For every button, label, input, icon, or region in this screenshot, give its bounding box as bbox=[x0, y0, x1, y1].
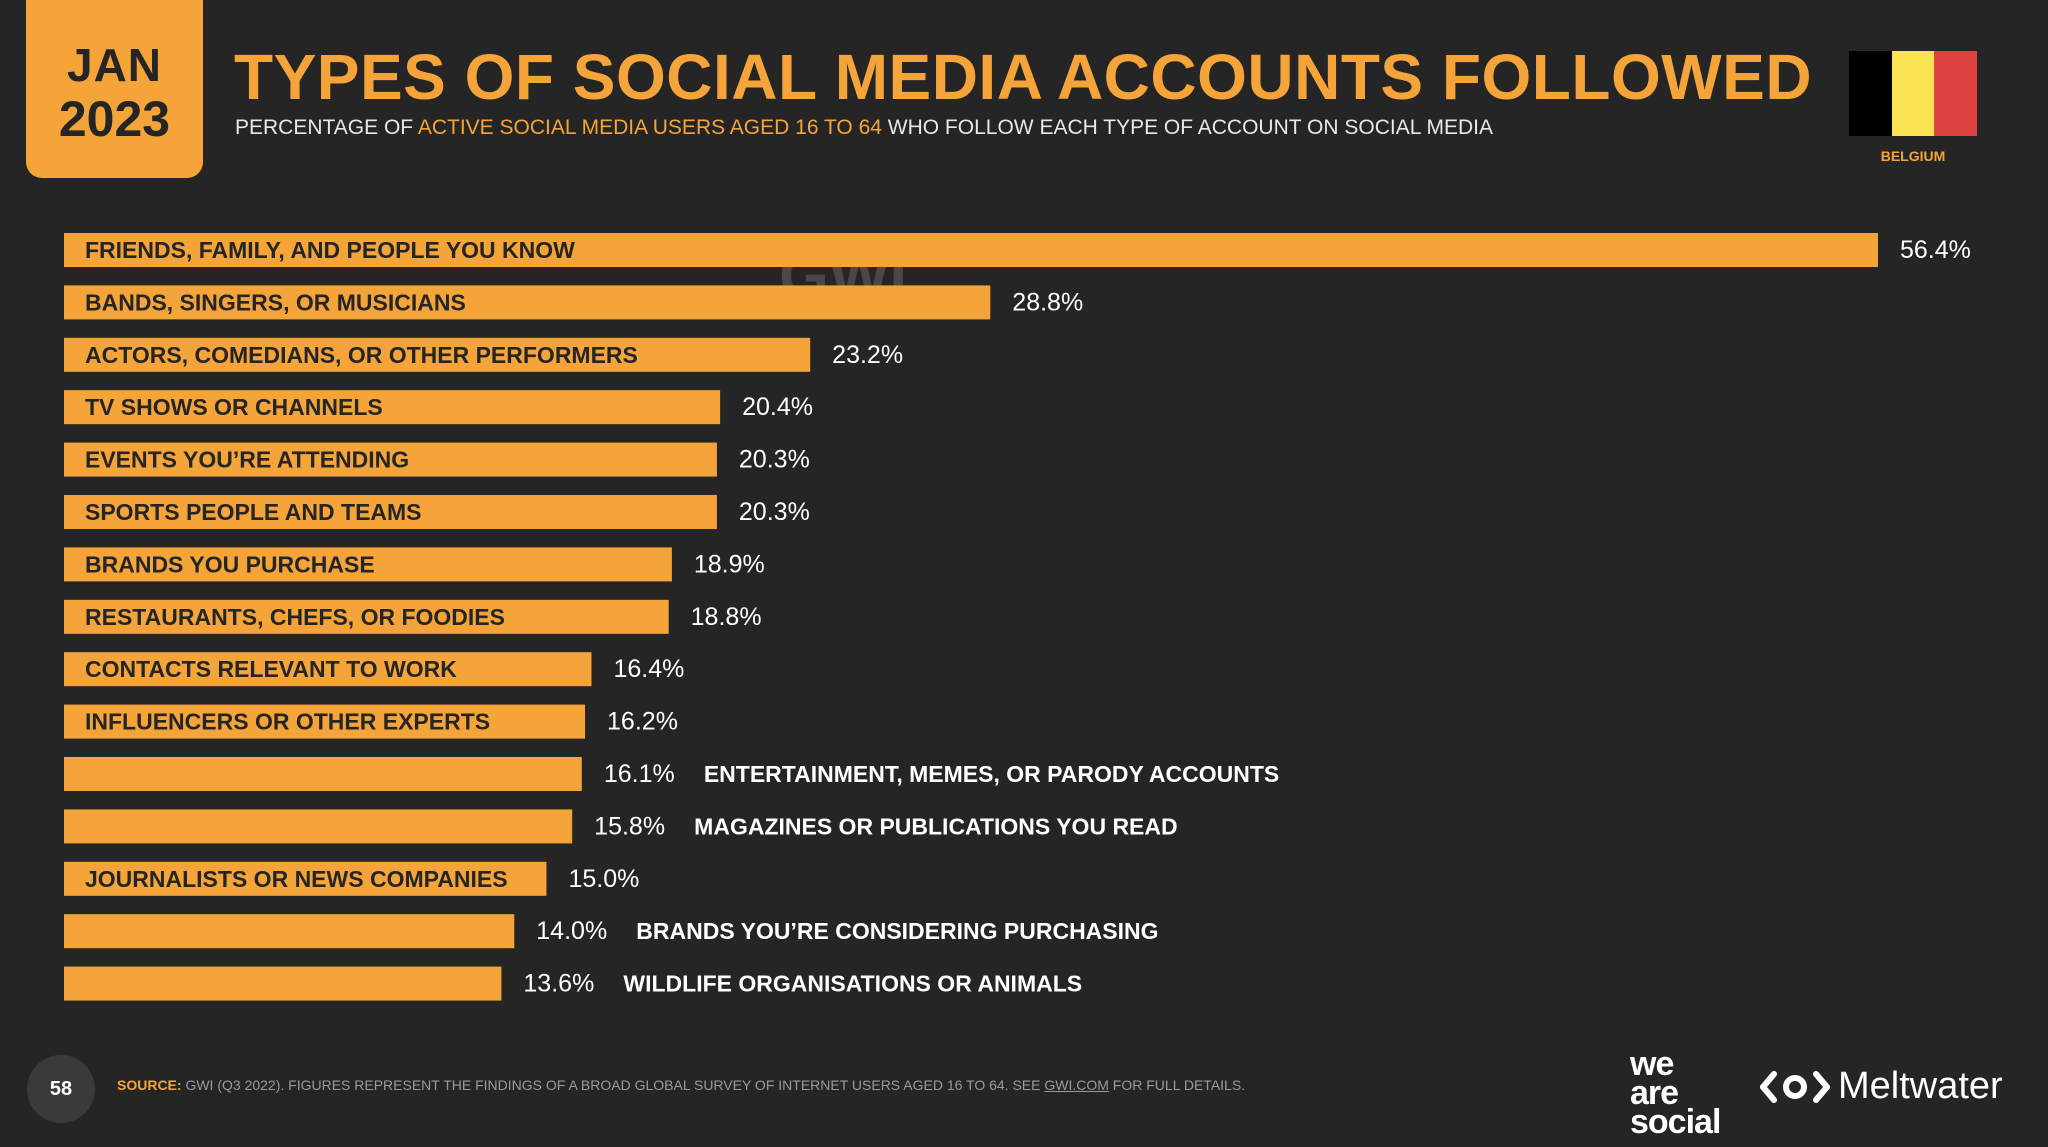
subtitle-highlight: ACTIVE SOCIAL MEDIA USERS AGED 16 TO 64 bbox=[417, 116, 882, 139]
value-label: 16.2% bbox=[607, 708, 678, 736]
category-label: SPORTS PEOPLE AND TEAMS bbox=[85, 499, 422, 525]
value-label: 28.8% bbox=[1012, 288, 1083, 316]
country-label: BELGIUM bbox=[1880, 148, 1946, 164]
value-label: 14.0% bbox=[536, 917, 607, 945]
value-label: 16.1% bbox=[604, 760, 675, 788]
meltwater-wordmark: Meltwater bbox=[1838, 1065, 2003, 1107]
bar bbox=[64, 442, 717, 477]
value-label: 18.9% bbox=[694, 550, 765, 578]
source-link[interactable]: GWI.COM bbox=[1044, 1077, 1109, 1093]
flag-stripe-black bbox=[1849, 51, 1892, 136]
page-number: 58 bbox=[27, 1055, 95, 1123]
bar bbox=[64, 757, 582, 791]
value-label: 13.6% bbox=[523, 970, 594, 998]
category-label: FRIENDS, FAMILY, AND PEOPLE YOU KNOW bbox=[85, 237, 575, 263]
value-label: 20.4% bbox=[742, 393, 813, 421]
bar bbox=[64, 285, 991, 320]
value-label: 20.3% bbox=[739, 446, 810, 474]
bar bbox=[64, 495, 717, 529]
category-label: BRANDS YOU’RE CONSIDERING PURCHASING bbox=[636, 918, 1158, 944]
value-label: 16.4% bbox=[613, 655, 684, 683]
flag-stripe-red bbox=[1934, 51, 1978, 136]
category-label: ENTERTAINMENT, MEMES, OR PARODY ACCOUNTS bbox=[704, 761, 1279, 787]
bar bbox=[64, 390, 721, 425]
subtitle-prefix: PERCENTAGE OF bbox=[235, 116, 418, 139]
we-are-social-logo: we are social bbox=[1630, 1045, 1740, 1141]
category-label: JOURNALISTS OR NEWS COMPANIES bbox=[85, 866, 508, 892]
page-subtitle: PERCENTAGE OF ACTIVE SOCIAL MEDIA USERS … bbox=[235, 116, 1493, 140]
bar-group: 56.4% FRIENDS, FAMILY, AND PEOPLE YOU KNO… bbox=[64, 233, 1971, 1001]
meltwater-logo-icon bbox=[1760, 1070, 1830, 1103]
value-label: 23.2% bbox=[832, 341, 903, 369]
belgium-flag-icon bbox=[1849, 51, 1978, 136]
category-label: BRANDS YOU PURCHASE bbox=[85, 551, 375, 577]
source-text: GWI (Q3 2022). FIGURES REPRESENT THE FIN… bbox=[181, 1077, 1045, 1093]
bar bbox=[64, 966, 502, 1001]
we-are-social-line-3: social bbox=[1630, 1102, 1721, 1141]
category-label: INFLUENCERS OR OTHER EXPERTS bbox=[85, 709, 490, 735]
category-label: TV SHOWS OR CHANNELS bbox=[85, 394, 383, 420]
date-year: 2023 bbox=[58, 91, 171, 147]
category-label: RESTAURANTS, CHEFS, OR FOODIES bbox=[85, 604, 505, 630]
bar bbox=[64, 861, 547, 896]
we-are-social-line-1: we bbox=[1630, 1045, 1674, 1083]
category-label: BANDS, SINGERS, OR MUSICIANS bbox=[85, 289, 466, 315]
value-label: 15.8% bbox=[594, 812, 665, 840]
bar bbox=[64, 337, 811, 372]
date-month: JAN bbox=[66, 39, 163, 91]
category-label: WILDLIFE ORGANISATIONS OR ANIMALS bbox=[623, 971, 1082, 997]
value-label: 56.4% bbox=[1900, 236, 1971, 264]
category-label: MAGAZINES OR PUBLICATIONS YOU READ bbox=[694, 813, 1177, 839]
bar bbox=[64, 704, 586, 739]
bar bbox=[64, 914, 515, 949]
category-label: EVENTS YOU’RE ATTENDING bbox=[85, 447, 409, 473]
bar bbox=[64, 599, 669, 634]
source-label: SOURCE: bbox=[117, 1077, 182, 1093]
value-label: 15.0% bbox=[568, 865, 639, 893]
bar bbox=[64, 652, 592, 687]
category-label: CONTACTS RELEVANT TO WORK bbox=[85, 656, 457, 682]
page-title: TYPES OF SOCIAL MEDIA ACCOUNTS FOLLOWED bbox=[234, 41, 1813, 113]
source-tail: FOR FULL DETAILS. bbox=[1108, 1077, 1246, 1093]
source-note: SOURCE: GWI (Q3 2022). FIGURES REPRESENT… bbox=[117, 1077, 1245, 1093]
we-are-social-line-2: are bbox=[1630, 1073, 1679, 1112]
value-label: 20.3% bbox=[739, 498, 810, 526]
meltwater-logo: Meltwater bbox=[1760, 1065, 2003, 1108]
flag-stripe-yellow bbox=[1891, 51, 1935, 136]
subtitle-suffix: WHO FOLLOW EACH TYPE OF ACCOUNT ON SOCIA… bbox=[881, 116, 1493, 139]
value-label: 18.8% bbox=[691, 603, 762, 631]
bar bbox=[64, 233, 1878, 267]
category-label: ACTORS, COMEDIANS, OR OTHER PERFORMERS bbox=[85, 342, 638, 368]
date-badge: JAN 2023 bbox=[26, 0, 203, 178]
bar bbox=[64, 809, 573, 844]
bar bbox=[64, 547, 672, 582]
